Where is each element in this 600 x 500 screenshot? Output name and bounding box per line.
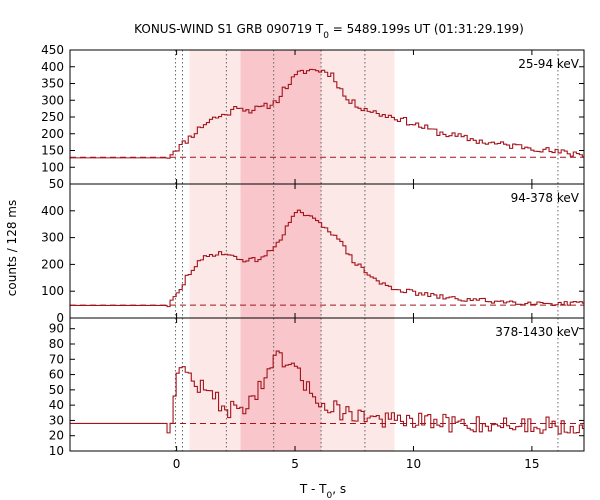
y-tick-label: 30 xyxy=(49,413,64,427)
y-tick-label: 200 xyxy=(41,257,64,271)
chart-title-tail: = 5489.199s UT (01:31:29.199) xyxy=(329,22,524,36)
panel-frame xyxy=(69,317,585,452)
panel-energy-label: 94-378 keV xyxy=(511,191,580,205)
light-curve-series xyxy=(70,68,584,159)
y-tick-label: 100 xyxy=(41,160,64,174)
x-axis-label-sub: 0 xyxy=(327,491,333,500)
y-tick-label: 150 xyxy=(41,144,64,158)
x-tick-label: 0 xyxy=(173,457,181,471)
y-tick-label: 200 xyxy=(41,127,64,141)
y-tick-label: 10 xyxy=(49,444,64,458)
panel-energy-label: 378-1430 keV xyxy=(495,325,579,339)
y-tick-label: 0 xyxy=(56,311,64,325)
y-tick-label: 40 xyxy=(49,398,64,412)
y-tick-label: 70 xyxy=(49,352,64,366)
light-curve-series xyxy=(70,209,584,308)
y-axis-label: counts / 128 ms xyxy=(5,200,19,296)
x-axis-label-tail: , s xyxy=(332,482,346,496)
y-tick-label: 50 xyxy=(49,177,64,191)
x-axis-label: T - T0, s xyxy=(299,482,346,500)
light-curve-series xyxy=(70,350,584,435)
y-tick-label: 20 xyxy=(49,429,64,443)
x-axis-label-main: T - T xyxy=(299,482,327,496)
y-tick-label: 50 xyxy=(49,383,64,397)
y-tick-label: 250 xyxy=(41,110,64,124)
y-tick-label: 350 xyxy=(41,77,64,91)
x-tick-label: 5 xyxy=(291,457,299,471)
chart-title-sub: 0 xyxy=(323,31,329,41)
y-tick-label: 300 xyxy=(41,231,64,245)
y-tick-label: 400 xyxy=(41,204,64,218)
y-tick-label: 80 xyxy=(49,337,64,351)
y-tick-label: 90 xyxy=(49,322,64,336)
y-tick-label: 400 xyxy=(41,60,64,74)
y-tick-label: 450 xyxy=(41,43,64,57)
chart-title-main: KONUS-WIND S1 GRB 090719 T xyxy=(134,22,324,36)
chart-title: KONUS-WIND S1 GRB 090719 T0 = 5489.199s … xyxy=(134,22,524,41)
panel-energy-label: 25-94 keV xyxy=(518,57,580,71)
x-tick-label: 10 xyxy=(406,457,421,471)
y-tick-label: 60 xyxy=(49,368,64,382)
x-tick-label: 15 xyxy=(524,457,539,471)
y-tick-label: 100 xyxy=(41,284,64,298)
shaded-interval-dark xyxy=(240,50,322,451)
y-tick-label: 300 xyxy=(41,93,64,107)
